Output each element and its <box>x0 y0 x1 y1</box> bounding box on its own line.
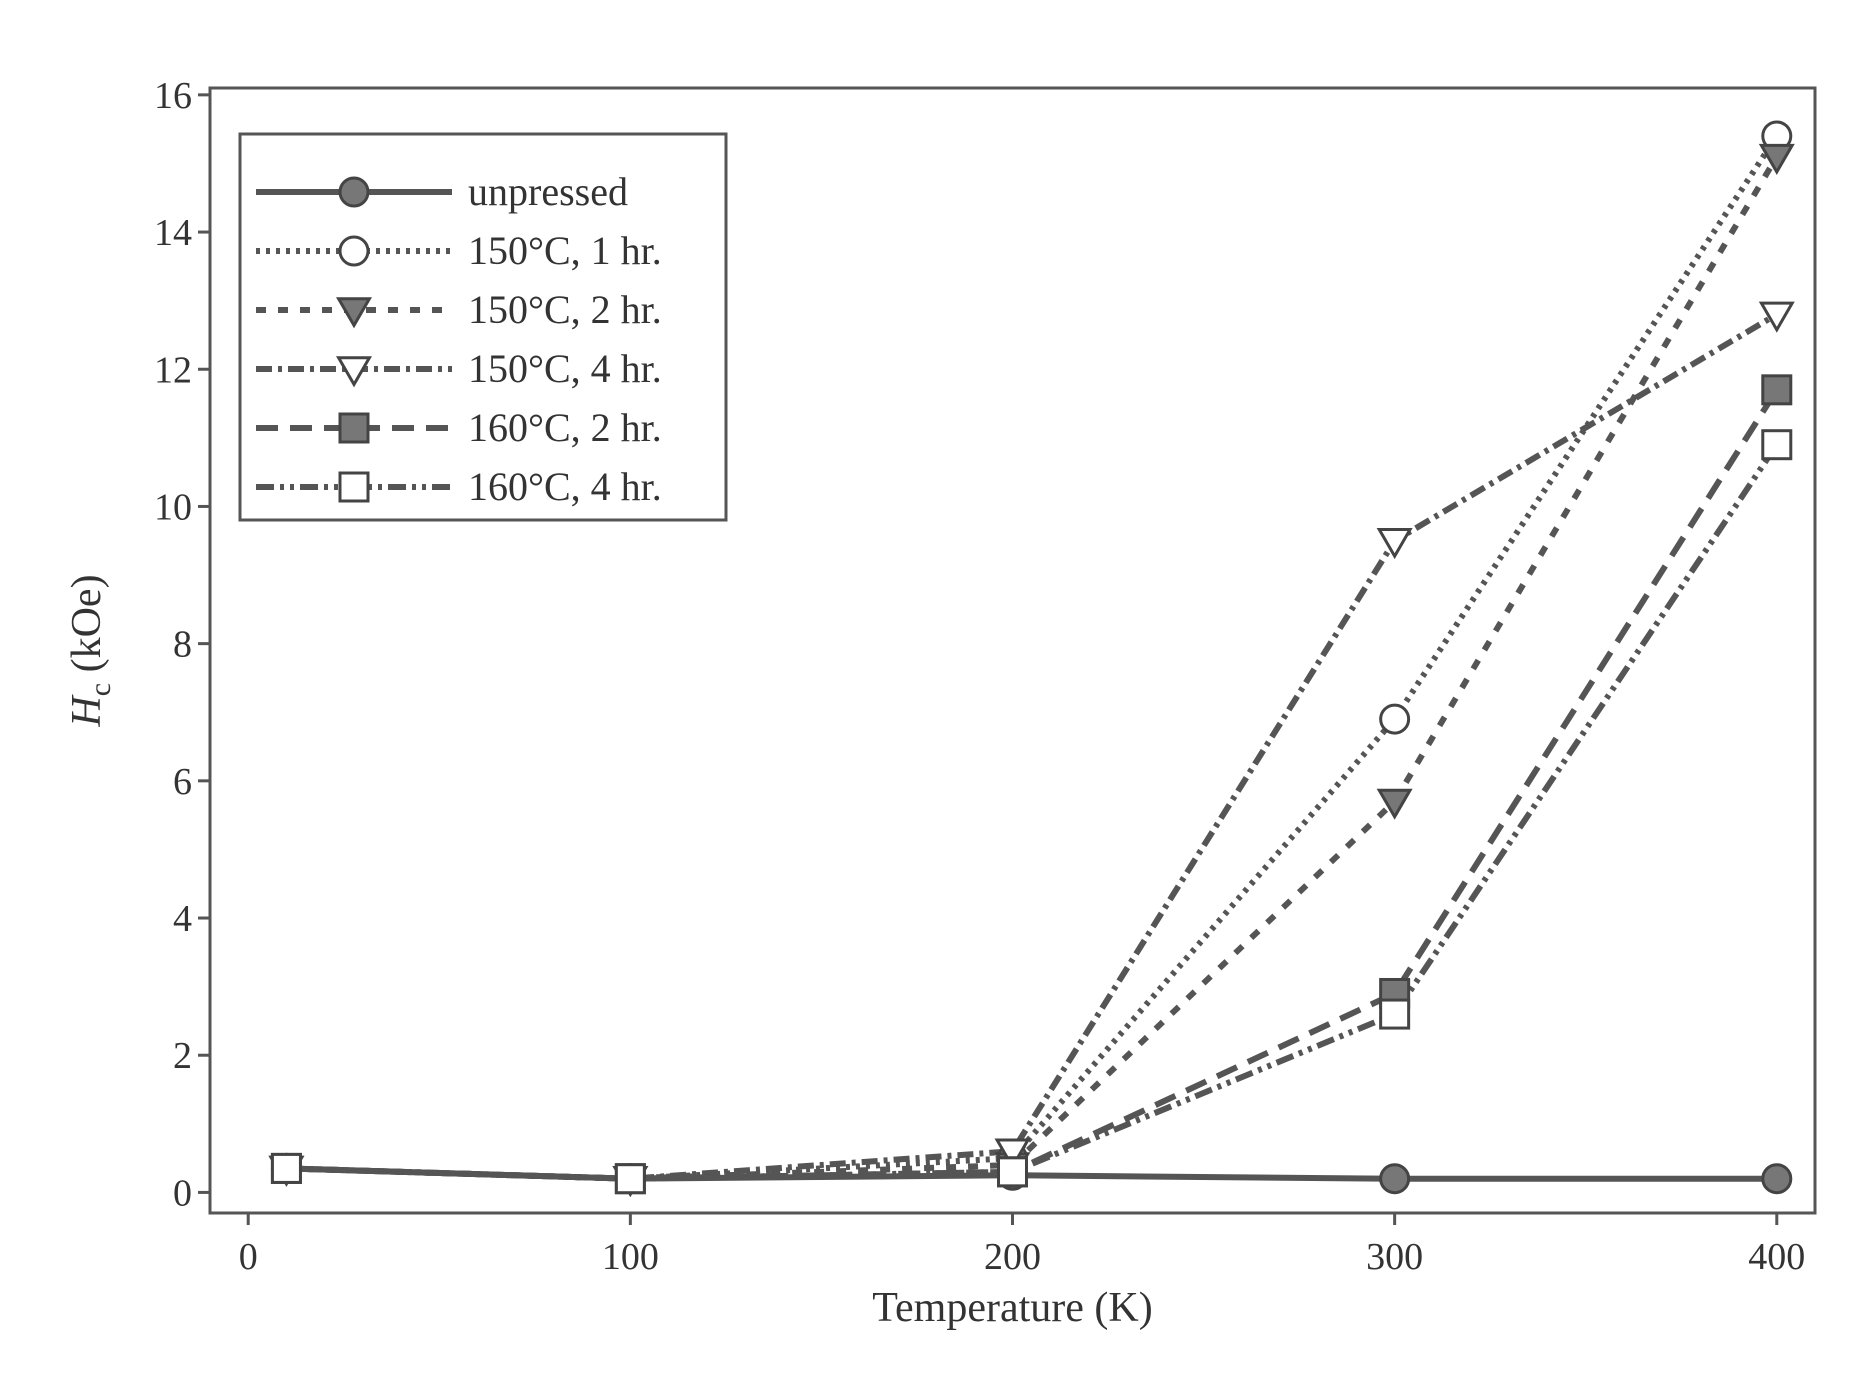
series-point <box>1763 431 1791 459</box>
y-axis-title-main: H <box>64 694 110 728</box>
y-tick-label: 10 <box>154 486 192 528</box>
series-point <box>1761 303 1792 330</box>
series-point <box>616 1165 644 1193</box>
y-axis: 0 2 4 6 8 10 12 14 16 <box>154 75 210 1215</box>
series-point <box>1763 1165 1791 1193</box>
y-tick-label: 4 <box>173 898 192 940</box>
series-point <box>1761 145 1792 172</box>
y-tick-label: 6 <box>173 761 192 803</box>
legend-label: 160°C, 4 hr. <box>468 464 662 509</box>
x-tick-label: 0 <box>239 1236 258 1278</box>
series-point <box>1381 1000 1409 1028</box>
series-point <box>272 1154 300 1182</box>
legend-label: unpressed <box>468 169 628 214</box>
x-tick-label: 300 <box>1366 1236 1423 1278</box>
y-axis-title-unit: (kOe) <box>64 574 110 682</box>
series-point <box>999 1158 1027 1186</box>
x-axis-title: Temperature (K) <box>872 1285 1152 1331</box>
legend: unpressed 150°C, 1 hr. 150°C, 2 hr. 150°C, … <box>240 134 726 520</box>
y-tick-label: 12 <box>154 349 192 391</box>
y-tick-label: 16 <box>154 75 192 117</box>
legend-label: 160°C, 2 hr. <box>468 405 662 450</box>
y-tick-label: 0 <box>173 1172 192 1214</box>
series-line <box>286 445 1776 1179</box>
series-point <box>1381 705 1409 733</box>
series-point <box>1763 376 1791 404</box>
legend-marker <box>340 414 368 442</box>
x-tick-label: 200 <box>984 1236 1041 1278</box>
legend-marker <box>340 237 368 265</box>
series-point <box>1379 530 1410 557</box>
legend-label: 150°C, 2 hr. <box>468 287 662 332</box>
y-axis-title: Hc (kOe) <box>64 574 117 727</box>
series-point <box>1381 1165 1409 1193</box>
legend-label: 150°C, 1 hr. <box>468 228 662 273</box>
x-tick-label: 100 <box>602 1236 659 1278</box>
legend-marker <box>340 473 368 501</box>
legend-label: 150°C, 4 hr. <box>468 346 662 391</box>
y-tick-label: 14 <box>154 212 192 254</box>
y-tick-label: 2 <box>173 1035 192 1077</box>
y-axis-title-sub: c <box>84 683 117 696</box>
x-axis: 0 100 200 300 400 <box>239 1213 1806 1278</box>
x-tick-label: 400 <box>1748 1236 1805 1278</box>
legend-marker <box>340 178 368 206</box>
y-tick-label: 8 <box>173 624 192 666</box>
